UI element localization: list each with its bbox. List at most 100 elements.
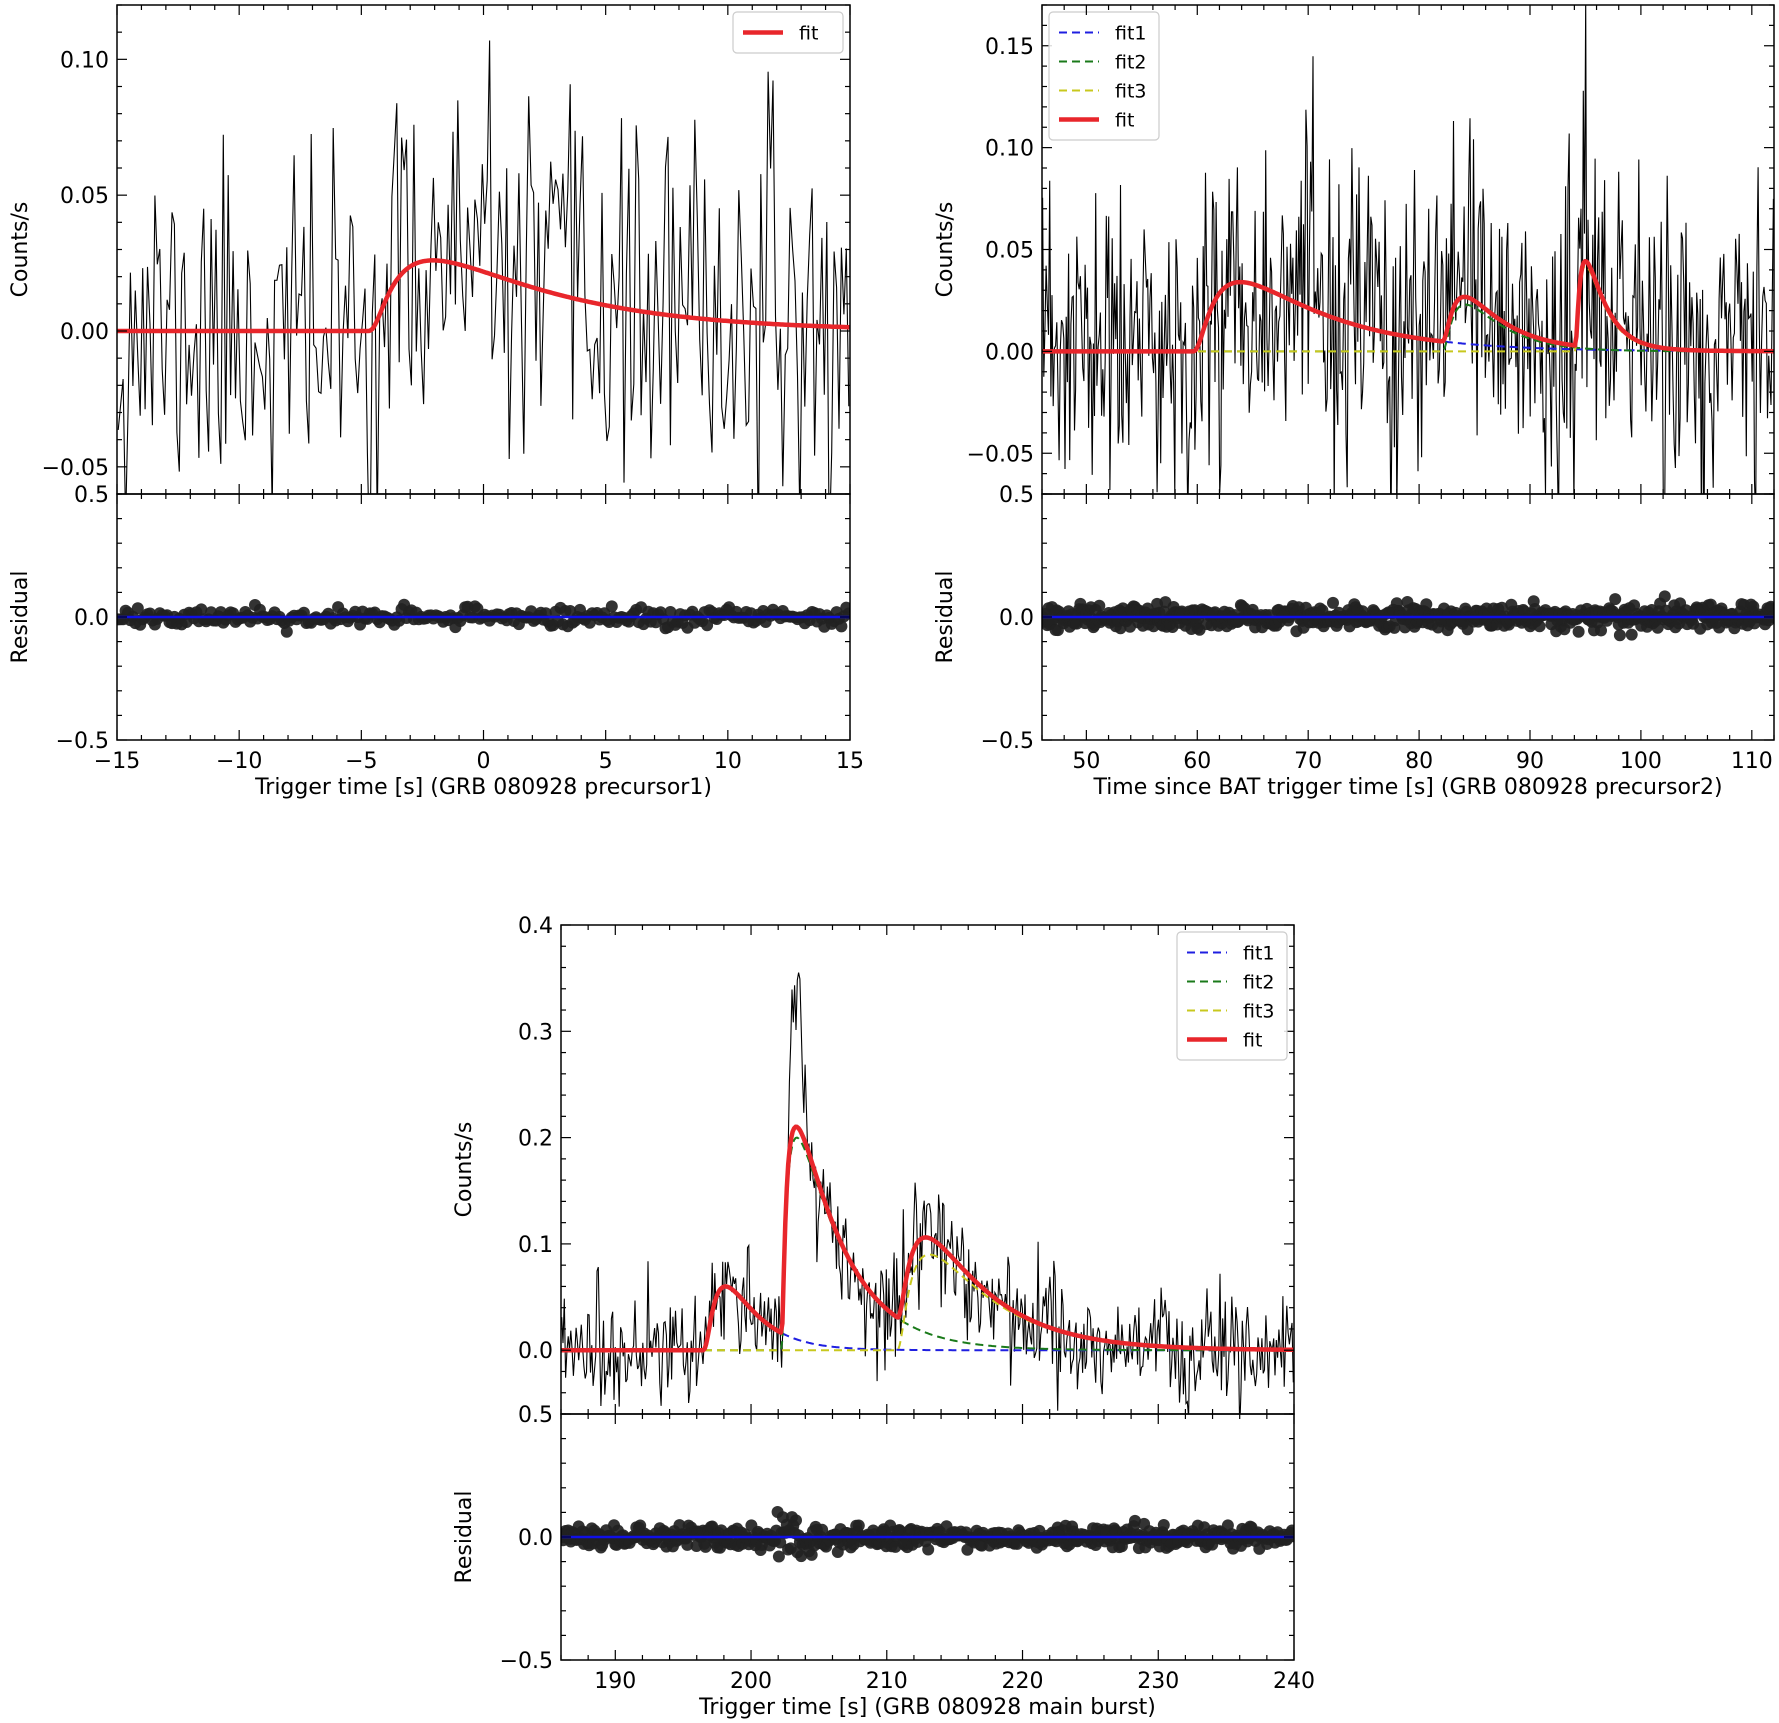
x-tick-label: 190 bbox=[594, 1669, 636, 1694]
x-tick-label: 210 bbox=[866, 1669, 908, 1694]
legend-box bbox=[732, 11, 844, 54]
legend-label: fit1 bbox=[1243, 943, 1275, 965]
x-tick-label: 90 bbox=[1516, 749, 1544, 774]
residual-axes: 50 60 70 80 90 100 110 −0.5 0.0 0.5 bbox=[981, 5, 1775, 774]
residual-point bbox=[1651, 621, 1664, 634]
lightcurve-line bbox=[561, 972, 1294, 1414]
legend-box bbox=[1048, 11, 1160, 141]
residual-point bbox=[673, 1519, 686, 1532]
panel-precursor2: −0.05 0.00 0.05 0.10 0.15 fit1 fit2 fit3 fit 50 6… bbox=[933, 4, 1775, 800]
total-fit-curve bbox=[1042, 258, 1774, 354]
y-tick-label: 0.5 bbox=[999, 483, 1034, 508]
counts-axis-label: Counts/s bbox=[452, 1122, 477, 1218]
residual-point bbox=[816, 1523, 829, 1536]
y-tick-label: 0.3 bbox=[518, 1020, 553, 1045]
legend: fit1 fit2 fit3 fit bbox=[1176, 931, 1288, 1061]
residual-point bbox=[1595, 624, 1607, 637]
x-tick-label: 80 bbox=[1405, 749, 1433, 774]
residual-point bbox=[1533, 620, 1546, 633]
legend-label: fit bbox=[799, 23, 818, 45]
residual-point bbox=[1157, 1519, 1170, 1531]
time-axis-label: Time since BAT trigger time [s] (GRB 080… bbox=[1092, 775, 1722, 800]
legend: fit1 fit2 fit3 fit bbox=[1048, 11, 1160, 141]
legend-label: fit2 bbox=[1115, 52, 1147, 74]
residual-point bbox=[772, 1550, 785, 1563]
x-tick-label: 5 bbox=[599, 749, 613, 774]
y-tick-label: 0.2 bbox=[518, 1127, 553, 1152]
residual-point bbox=[1613, 629, 1626, 642]
residual-point bbox=[1420, 598, 1433, 611]
x-tick-label: −10 bbox=[216, 749, 262, 774]
x-tick-label: 70 bbox=[1294, 749, 1322, 774]
lightcurve-line bbox=[117, 40, 850, 494]
counts-axis-label: Counts/s bbox=[933, 202, 958, 298]
lightcurve-data bbox=[561, 972, 1294, 1414]
y-tick-label: 0.5 bbox=[74, 483, 109, 508]
panel-precursor1: −0.05 0.00 0.05 0.10 fit −15 −10 −5 0 5 10 15 −0.5 0… bbox=[8, 4, 864, 800]
residual-point bbox=[664, 606, 677, 618]
residual-point bbox=[1765, 600, 1774, 613]
x-tick-label: 100 bbox=[1620, 749, 1662, 774]
legend-label: fit bbox=[1115, 110, 1134, 132]
residual-point bbox=[835, 620, 848, 633]
x-tick-label: 0 bbox=[477, 749, 491, 774]
y-tick-label: −0.05 bbox=[42, 456, 109, 481]
fit-curves bbox=[117, 258, 850, 334]
y-tick-label: 0.10 bbox=[985, 137, 1034, 162]
residual-point bbox=[699, 1540, 712, 1553]
residual-point bbox=[852, 1519, 865, 1532]
residual-point bbox=[790, 1514, 802, 1527]
counts-frame bbox=[116, 4, 851, 495]
residual-point bbox=[1625, 628, 1638, 641]
x-tick-label: 60 bbox=[1183, 749, 1211, 774]
residual-axis-label: Residual bbox=[452, 1491, 477, 1584]
y-tick-label: 0.0 bbox=[518, 1339, 553, 1364]
x-tick-label: 15 bbox=[836, 749, 864, 774]
legend-label: fit bbox=[1243, 1030, 1262, 1052]
residual-point bbox=[701, 619, 714, 632]
counts-axes: −0.05 0.00 0.05 0.10 0.15 fit1 fit2 fit3 fit bbox=[967, 4, 1775, 495]
residual-point bbox=[297, 606, 310, 619]
counts-axis-label: Counts/s bbox=[8, 202, 33, 298]
y-tick-label: 0.05 bbox=[985, 239, 1034, 264]
total-fit-curve bbox=[117, 258, 850, 334]
y-tick-label: 0.00 bbox=[985, 340, 1034, 365]
residual-point bbox=[131, 602, 144, 615]
fit-curves bbox=[1042, 258, 1774, 354]
y-tick-label: 0.05 bbox=[60, 184, 109, 209]
residual-axis-label: Residual bbox=[933, 571, 958, 664]
x-tick-label: 50 bbox=[1072, 749, 1100, 774]
residual-point bbox=[1129, 1514, 1141, 1527]
residual-axis-label: Residual bbox=[8, 571, 33, 664]
y-tick-label: 0.4 bbox=[518, 914, 553, 939]
residual-axes: 190 200 210 220 230 240 −0.5 0.0 0.5 bbox=[500, 925, 1315, 1694]
x-tick-label: 230 bbox=[1137, 1669, 1179, 1694]
legend-label: fit1 bbox=[1115, 23, 1147, 45]
x-tick-label: 10 bbox=[714, 749, 742, 774]
y-tick-label: −0.5 bbox=[500, 1649, 553, 1674]
panel-main-burst: 0.0 0.1 0.2 0.3 0.4 fit1 fit2 fit3 fit 190 200 210… bbox=[452, 914, 1315, 1720]
y-tick-label: 0.1 bbox=[518, 1233, 553, 1258]
residual-points bbox=[561, 1506, 1294, 1563]
y-tick-label: 0.0 bbox=[518, 1526, 553, 1551]
residual-point bbox=[1572, 625, 1585, 638]
residual-point bbox=[605, 600, 618, 613]
y-tick-label: −0.5 bbox=[981, 729, 1034, 754]
legend-label: fit3 bbox=[1243, 1001, 1275, 1023]
residual-point bbox=[805, 1548, 818, 1561]
fit-curves bbox=[561, 1124, 1294, 1353]
y-tick-label: 0.0 bbox=[999, 606, 1034, 631]
residual-point bbox=[681, 1538, 694, 1551]
residual-point bbox=[922, 1543, 935, 1556]
legend-box bbox=[1176, 931, 1288, 1061]
x-tick-label: 110 bbox=[1731, 749, 1773, 774]
x-tick-label: 220 bbox=[1002, 1669, 1044, 1694]
time-axis-label: Trigger time [s] (GRB 080928 main burst) bbox=[698, 1695, 1156, 1720]
y-tick-label: 0.5 bbox=[518, 1403, 553, 1428]
residual-point bbox=[195, 603, 208, 616]
counts-axes: −0.05 0.00 0.05 0.10 fit bbox=[42, 4, 851, 495]
legend-label: fit2 bbox=[1243, 972, 1275, 994]
time-axis-label: Trigger time [s] (GRB 080928 precursor1) bbox=[254, 775, 712, 800]
y-tick-label: 0.10 bbox=[60, 48, 109, 73]
